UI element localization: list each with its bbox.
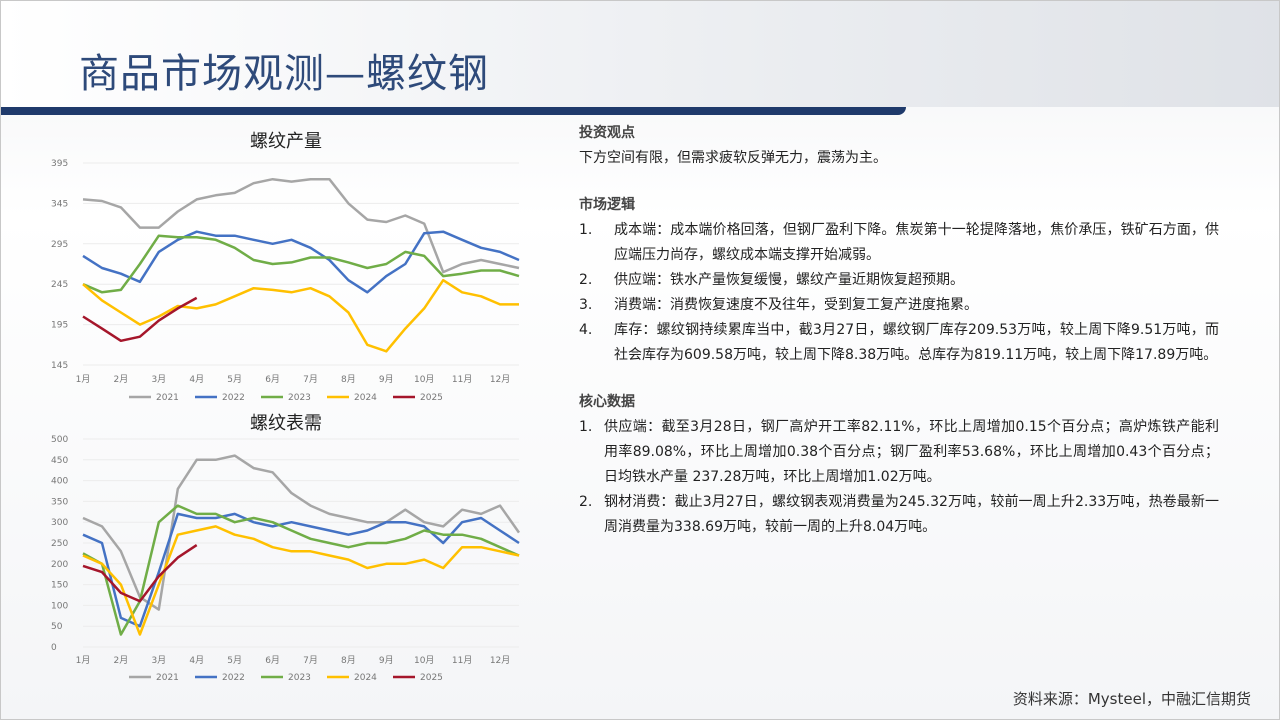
paragraph: 下方空间有限，但需求疲软反弹无力，震荡为主。 bbox=[579, 150, 887, 166]
legend-label: 2025 bbox=[420, 393, 443, 403]
item-number: 1. bbox=[579, 419, 593, 435]
x-tick-label: 8月 bbox=[341, 374, 356, 385]
x-tick-label: 2月 bbox=[114, 655, 129, 666]
item-number: 4. bbox=[579, 322, 593, 338]
x-tick-label: 3月 bbox=[151, 655, 166, 666]
y-tick-label: 100 bbox=[51, 601, 68, 611]
chart-title: 螺纹表需 bbox=[250, 413, 322, 434]
source-note: 资料来源：Mysteel，中融汇信期货 bbox=[1012, 690, 1251, 708]
legend-label: 2024 bbox=[354, 393, 377, 403]
legend-label: 2025 bbox=[420, 673, 443, 683]
x-tick-label: 9月 bbox=[379, 655, 394, 666]
list-item: 1. 供应端：截至3月28日，钢厂高炉开工率82.11%，环比上周增加0.15个百… bbox=[579, 415, 1219, 490]
section-heading: 市场逻辑 bbox=[579, 197, 635, 213]
list-item: 2. 供应端：铁水产量恢复缓慢，螺纹产量近期恢复超预期。 bbox=[579, 268, 1219, 293]
series-line bbox=[82, 454, 521, 611]
x-tick-label: 10月 bbox=[414, 374, 434, 385]
series-line bbox=[82, 234, 520, 294]
header-rule bbox=[1, 107, 906, 115]
series-line bbox=[82, 504, 520, 636]
x-tick-label: 12月 bbox=[490, 655, 510, 666]
section: 投资观点 下方空间有限，但需求疲软反弹无力，震荡为主。 bbox=[579, 121, 1219, 171]
slide-title: 商品市场观测—螺纹钢 bbox=[79, 51, 489, 97]
item-text: 成本端：成本端价格回落，但钢厂盈利下降。焦炭第十一轮提降落地，焦价承压，铁矿石方… bbox=[614, 222, 1219, 263]
header-band bbox=[1, 1, 1279, 107]
y-tick-label: 50 bbox=[51, 622, 63, 632]
item-text: 钢材消费：截止3月27日，螺纹钢表观消费量为245.32万吨，较前一周上升2.3… bbox=[604, 494, 1219, 535]
charts: 螺纹产量 145 195 245 295 345 395 1月 2月 3月 4月 5月 6月 7月 8月 9月… bbox=[51, 131, 521, 683]
item-text: 供应端：截至3月28日，钢厂高炉开工率82.11%，环比上周增加0.15个百分点… bbox=[604, 419, 1219, 485]
list-item: 4. 库存：螺纹钢持续累库当中，截3月27日，螺纹钢厂库存209.53万吨，较上周… bbox=[579, 318, 1219, 368]
item-text: 供应端：铁水产量恢复缓慢，螺纹产量近期恢复超预期。 bbox=[614, 272, 964, 288]
item-number: 2. bbox=[579, 494, 593, 510]
item-text: 库存：螺纹钢持续累库当中，截3月27日，螺纹钢厂库存209.53万吨，较上周下降… bbox=[614, 322, 1219, 363]
x-tick-label: 11月 bbox=[452, 655, 472, 666]
legend-label: 2023 bbox=[288, 393, 311, 403]
list-item: 1. 成本端：成本端价格回落，但钢厂盈利下降。焦炭第十一轮提降落地，焦价承压，铁矿… bbox=[579, 218, 1219, 268]
x-tick-label: 3月 bbox=[151, 374, 166, 385]
y-tick-label: 245 bbox=[51, 280, 68, 290]
x-tick-label: 6月 bbox=[265, 374, 280, 385]
x-tick-label: 1月 bbox=[76, 374, 91, 385]
x-tick-label: 6月 bbox=[265, 655, 280, 666]
item-number: 2. bbox=[579, 272, 593, 288]
y-tick-label: 450 bbox=[51, 456, 68, 466]
legend-label: 2021 bbox=[156, 673, 179, 683]
section: 核心数据 1. 供应端：截至3月28日，钢厂高炉开工率82.11%，环比上周增加0… bbox=[579, 390, 1219, 540]
y-tick-label: 0 bbox=[51, 643, 57, 653]
y-tick-label: 145 bbox=[51, 361, 68, 371]
list-item: 2. 钢材消费：截止3月27日，螺纹钢表观消费量为245.32万吨，较前一周上升2… bbox=[579, 490, 1219, 540]
x-tick-label: 11月 bbox=[452, 374, 472, 385]
chart-title: 螺纹产量 bbox=[250, 131, 322, 152]
series-line bbox=[82, 296, 198, 343]
item-number: 3. bbox=[579, 297, 593, 313]
legend-label: 2024 bbox=[354, 673, 377, 683]
x-tick-label: 4月 bbox=[189, 655, 204, 666]
series-line bbox=[82, 177, 520, 274]
x-tick-label: 10月 bbox=[414, 655, 434, 666]
legend-label: 2022 bbox=[222, 393, 245, 403]
series-line bbox=[82, 544, 198, 603]
series-line bbox=[82, 525, 520, 636]
y-tick-label: 500 bbox=[51, 435, 68, 445]
text-panel: 投资观点 下方空间有限，但需求疲软反弹无力，震荡为主。 市场逻辑 1. 成本端：成… bbox=[579, 121, 1219, 562]
y-tick-label: 345 bbox=[51, 199, 68, 209]
y-tick-label: 195 bbox=[51, 321, 68, 331]
section-heading: 投资观点 bbox=[579, 125, 635, 141]
list-item: 3. 消费端：消费恢复速度不及往年，受到复工复产进度拖累。 bbox=[579, 293, 1219, 318]
x-tick-label: 2月 bbox=[114, 374, 129, 385]
y-tick-label: 350 bbox=[51, 497, 68, 507]
y-tick-label: 150 bbox=[51, 581, 68, 591]
y-tick-label: 400 bbox=[51, 477, 68, 487]
y-tick-label: 295 bbox=[51, 240, 68, 250]
legend-label: 2022 bbox=[222, 673, 245, 683]
item-number: 1. bbox=[579, 222, 593, 238]
x-tick-label: 7月 bbox=[303, 374, 318, 385]
x-tick-label: 1月 bbox=[76, 655, 91, 666]
x-tick-label: 5月 bbox=[227, 374, 242, 385]
y-tick-label: 300 bbox=[51, 518, 68, 528]
x-tick-label: 8月 bbox=[341, 655, 356, 666]
x-tick-label: 12月 bbox=[490, 374, 510, 385]
y-tick-label: 395 bbox=[51, 159, 68, 169]
legend-label: 2021 bbox=[156, 393, 179, 403]
item-text: 消费端：消费恢复速度不及往年，受到复工复产进度拖累。 bbox=[614, 297, 978, 313]
series-line bbox=[82, 230, 520, 294]
section-heading: 核心数据 bbox=[579, 394, 635, 410]
x-tick-label: 4月 bbox=[189, 374, 204, 385]
x-tick-label: 7月 bbox=[303, 655, 318, 666]
section: 市场逻辑 1. 成本端：成本端价格回落，但钢厂盈利下降。焦炭第十一轮提降落地，焦价… bbox=[579, 193, 1219, 368]
legend-label: 2023 bbox=[288, 673, 311, 683]
series-line bbox=[82, 278, 519, 353]
x-tick-label: 9月 bbox=[379, 374, 394, 385]
y-tick-label: 250 bbox=[51, 539, 68, 549]
y-tick-label: 200 bbox=[51, 560, 68, 570]
x-tick-label: 5月 bbox=[227, 655, 242, 666]
